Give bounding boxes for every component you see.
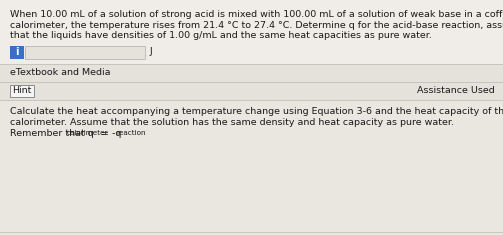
- Text: When 10.00 mL of a solution of strong acid is mixed with 100.00 mL of a solution: When 10.00 mL of a solution of strong ac…: [10, 10, 503, 19]
- Text: that the liquids have densities of 1.00 g/mL and the same heat capacities as pur: that the liquids have densities of 1.00 …: [10, 31, 432, 40]
- FancyBboxPatch shape: [0, 82, 503, 99]
- Text: Calculate the heat accompanying a temperature change using Equation 3-6 and the : Calculate the heat accompanying a temper…: [10, 107, 503, 117]
- Text: J: J: [150, 47, 153, 56]
- FancyBboxPatch shape: [25, 46, 145, 59]
- Text: i: i: [15, 47, 19, 57]
- Text: Remember that q: Remember that q: [10, 129, 94, 137]
- FancyBboxPatch shape: [0, 63, 503, 82]
- Text: reaction: reaction: [116, 130, 146, 136]
- Text: Assistance Used: Assistance Used: [417, 86, 495, 95]
- FancyBboxPatch shape: [0, 99, 503, 235]
- Text: calorimeter. Assume that the solution has the same density and heat capacity as : calorimeter. Assume that the solution ha…: [10, 118, 454, 127]
- Text: calorimeter, the temperature rises from 21.4 °C to 27.4 °C. Determine q for the : calorimeter, the temperature rises from …: [10, 20, 503, 30]
- FancyBboxPatch shape: [10, 46, 24, 59]
- Text: calorimeter: calorimeter: [66, 130, 108, 136]
- Text: = -q: = -q: [98, 129, 121, 137]
- FancyBboxPatch shape: [10, 85, 34, 97]
- Text: Hint: Hint: [12, 86, 32, 95]
- Text: eTextbook and Media: eTextbook and Media: [10, 68, 111, 77]
